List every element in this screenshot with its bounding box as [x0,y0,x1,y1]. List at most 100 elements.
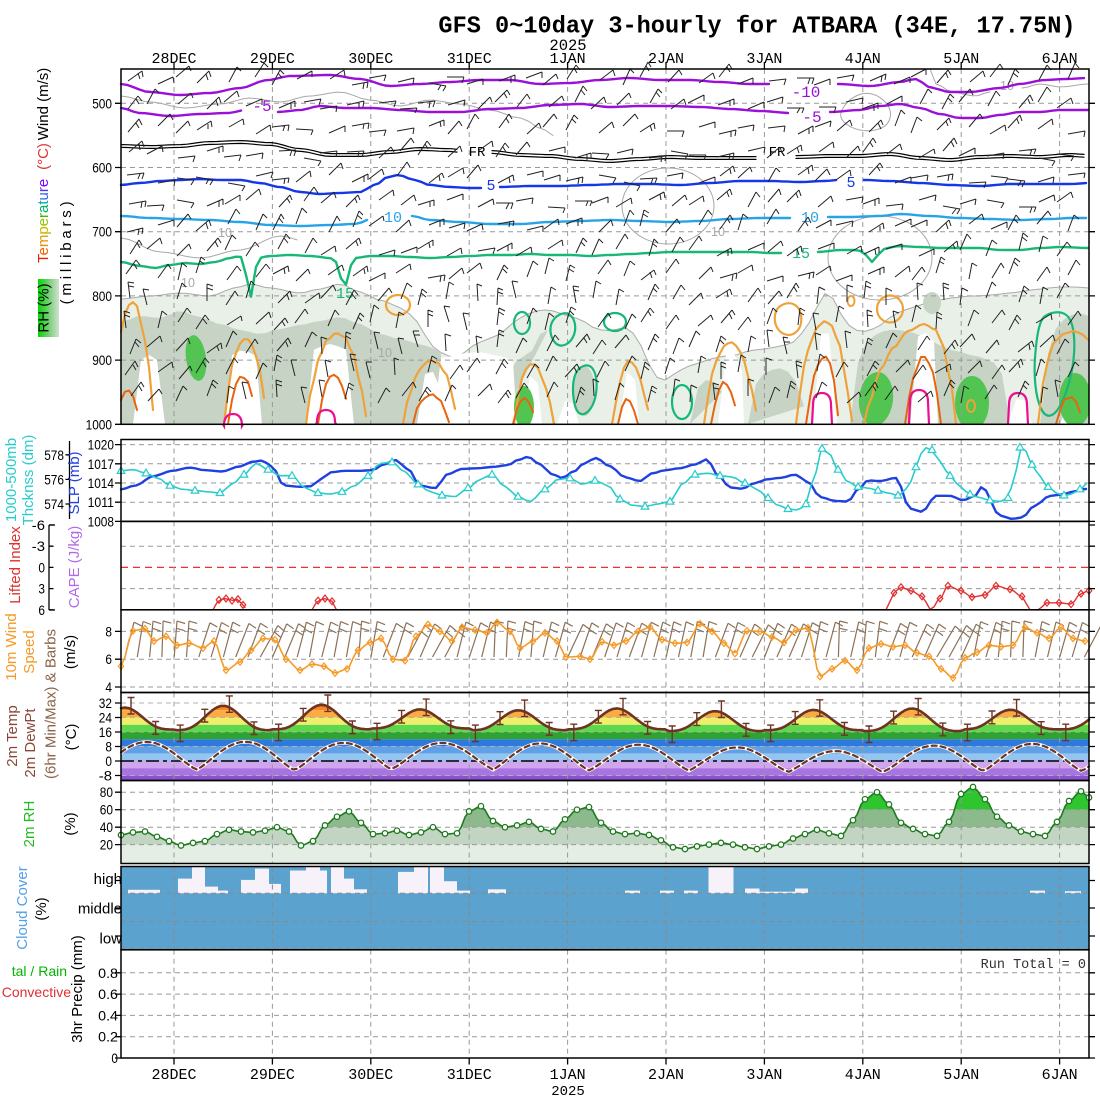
svg-text:8: 8 [105,739,112,755]
svg-text:Thcknss (dm): Thcknss (dm) [20,435,37,526]
svg-text:1014: 1014 [88,475,115,491]
svg-text:578: 578 [44,447,64,463]
svg-text:576: 576 [44,471,64,487]
svg-text:2JAN: 2JAN [648,1067,684,1084]
svg-text:4: 4 [105,679,112,695]
svg-text:-5: -5 [802,109,821,127]
svg-text:40: 40 [100,819,113,835]
svg-text:10: 10 [378,346,392,360]
svg-text:1000: 1000 [86,416,113,432]
svg-text:3JAN: 3JAN [746,51,782,68]
svg-text:-8: -8 [99,768,112,784]
svg-text:1008: 1008 [88,513,115,529]
svg-text:10: 10 [218,226,232,240]
svg-text:16: 16 [99,724,112,740]
svg-text:0.4: 0.4 [98,1007,118,1023]
svg-text:CAPE (J/kg): CAPE (J/kg) [66,526,83,609]
svg-text:6: 6 [105,651,112,667]
svg-text:FR: FR [769,145,786,161]
svg-text:5JAN: 5JAN [943,1067,979,1084]
svg-text:1020: 1020 [88,437,115,453]
svg-text:20: 20 [100,837,113,853]
svg-text:2025: 2025 [549,37,586,55]
svg-text:-10: -10 [792,84,821,102]
svg-text:600: 600 [92,160,112,176]
svg-text:3hr Precip (mm): 3hr Precip (mm) [69,935,86,1043]
svg-text:4JAN: 4JAN [845,1067,881,1084]
svg-text:31DEC: 31DEC [447,1067,492,1084]
svg-text:6: 6 [38,602,45,618]
svg-text:10: 10 [801,210,819,227]
svg-text:(millibars): (millibars) [58,198,75,305]
svg-text:5: 5 [486,178,495,195]
svg-text:4JAN: 4JAN [845,51,881,68]
svg-text:800: 800 [92,288,112,304]
svg-text:700: 700 [92,224,112,240]
svg-text:Cloud Cover: Cloud Cover [14,866,31,949]
svg-text:5JAN: 5JAN [943,51,979,68]
svg-text:29DEC: 29DEC [250,1067,295,1084]
svg-text:15: 15 [792,246,810,263]
svg-text:Wind (m/s): Wind (m/s) [35,68,52,141]
svg-text:2JAN: 2JAN [648,51,684,68]
svg-text:574: 574 [44,496,64,512]
svg-text:3JAN: 3JAN [746,1067,782,1084]
svg-text:(%): (%) [62,812,79,835]
svg-text:24: 24 [99,710,112,726]
svg-text:10: 10 [711,225,725,239]
svg-text:32: 32 [99,695,112,711]
svg-text:GFS 0~10day 3-hourly for ATBAR: GFS 0~10day 3-hourly for ATBARA (34E, 17… [438,14,1075,41]
svg-text:Speed: Speed [21,630,38,673]
svg-text:Run Total = 0: Run Total = 0 [981,958,1086,973]
svg-text:2m DewPt: 2m DewPt [22,708,39,778]
svg-text:0.8: 0.8 [98,965,118,981]
svg-text:10m Wind: 10m Wind [3,613,20,681]
svg-text:Convective: Convective [2,984,71,1000]
svg-text:3: 3 [38,581,45,597]
svg-text:31DEC: 31DEC [447,51,492,68]
svg-text:1017: 1017 [88,456,115,472]
svg-text:30DEC: 30DEC [348,51,393,68]
svg-text:high: high [94,871,122,888]
svg-text:low: low [99,931,122,948]
svg-text:middle: middle [78,901,122,918]
svg-text:5: 5 [846,175,855,192]
svg-text:RH (%): RH (%) [36,283,53,332]
svg-text:28DEC: 28DEC [151,51,196,68]
svg-text:SLP (mb): SLP (mb) [66,451,83,514]
svg-text:2m Temp: 2m Temp [4,705,21,766]
svg-text:80: 80 [100,784,113,800]
svg-text:0: 0 [38,559,45,575]
svg-text:500: 500 [92,95,112,111]
svg-text:900: 900 [92,352,112,368]
svg-text:60: 60 [100,802,113,818]
svg-text:28DEC: 28DEC [151,1067,196,1084]
svg-text:2m RH: 2m RH [21,801,38,848]
svg-text:-6: -6 [32,517,45,533]
svg-text:29DEC: 29DEC [250,51,295,68]
svg-text:8: 8 [105,623,112,639]
svg-text:-3: -3 [32,538,45,554]
svg-text:(°C): (°C) [35,143,52,170]
svg-text:1011: 1011 [88,494,115,510]
svg-text:6JAN: 6JAN [1042,1067,1078,1084]
svg-text:tal / Rain: tal / Rain [12,963,67,979]
svg-text:1JAN: 1JAN [550,51,586,68]
svg-text:0: 0 [105,753,112,769]
svg-text:(6hr Min/Max) & Barbs: (6hr Min/Max) & Barbs [43,629,60,779]
svg-text:1000-500mb: 1000-500mb [3,438,20,522]
svg-text:-5: -5 [252,98,271,116]
svg-text:Temperature: Temperature [35,179,52,263]
svg-text:Lifted Index: Lifted Index [7,526,24,604]
svg-text:(m/s): (m/s) [62,635,79,669]
svg-text:(°C): (°C) [63,724,80,751]
svg-text:(%): (%) [33,897,50,920]
svg-text:0.2: 0.2 [98,1029,118,1045]
svg-text:10: 10 [384,210,402,227]
svg-text:2025: 2025 [551,1084,585,1100]
svg-text:6JAN: 6JAN [1042,51,1078,68]
svg-text:1JAN: 1JAN [550,1067,586,1084]
svg-text:0: 0 [111,1050,118,1066]
svg-text:30DEC: 30DEC [348,1067,393,1084]
svg-text:10: 10 [181,276,195,290]
